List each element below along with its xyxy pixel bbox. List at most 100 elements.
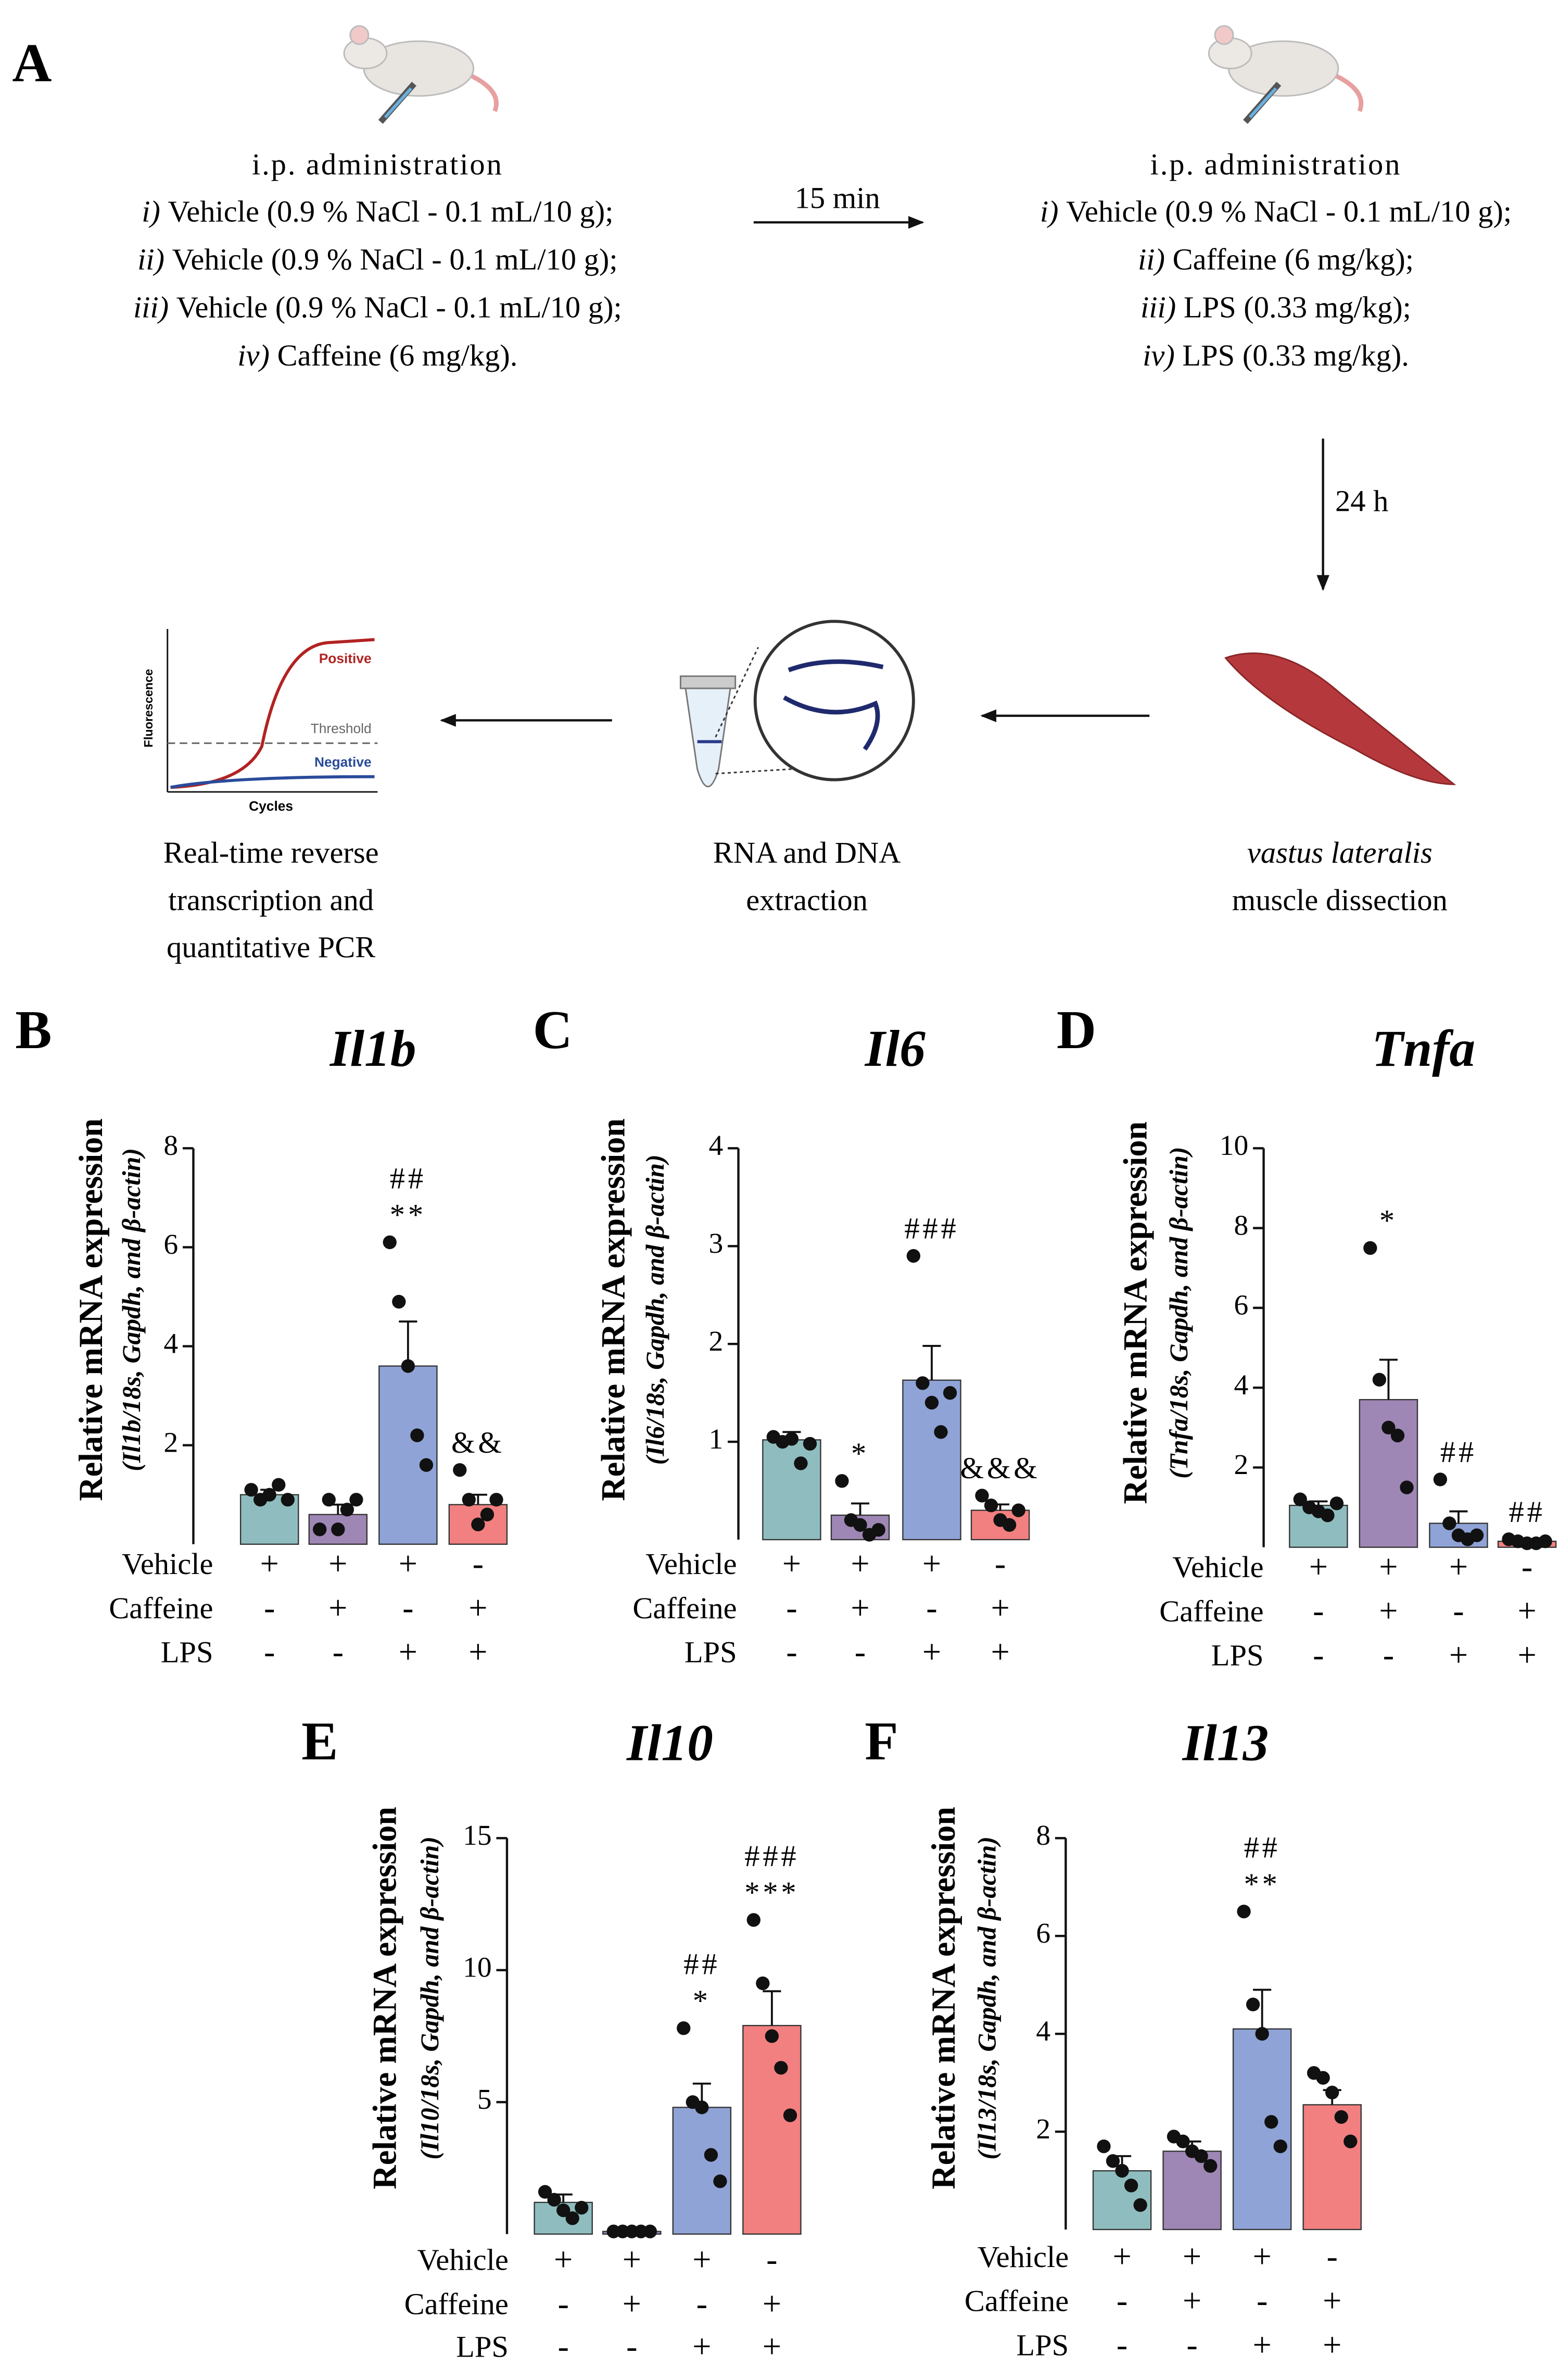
treatment-mark: + (692, 2328, 711, 2365)
treatment-line: i) Vehicle (0.9 % NaCl - 0.1 mL/10 g); (1040, 195, 1512, 229)
treatment-mark: - (626, 2328, 637, 2365)
y-tick-label: 10 (1220, 1129, 1249, 1162)
treatment-name: Vehicle (1172, 1550, 1263, 1584)
step-label: transcription and (168, 883, 374, 917)
treatment-mark: + (399, 1633, 417, 1670)
data-point (713, 2174, 727, 2188)
data-point (695, 2100, 709, 2114)
treatment-mark: + (1379, 1548, 1398, 1585)
data-point (1372, 1372, 1387, 1387)
treatment-mark: + (1309, 1548, 1328, 1585)
data-point (349, 1493, 363, 1507)
data-point (835, 1474, 849, 1488)
y-axis-label: Relative mRNA expression (925, 1807, 962, 2189)
step-label: extraction (746, 883, 868, 917)
data-point (1097, 2139, 1111, 2154)
y-axis-label: Relative mRNA expression (366, 1807, 403, 2189)
data-point (975, 1489, 989, 1503)
treatment-mark: + (468, 1633, 487, 1670)
y-tick-label: 8 (1234, 1209, 1249, 1241)
y-tick-label: 2 (709, 1325, 724, 1357)
treatment-mark: - (855, 1633, 866, 1670)
significance-label: ### (904, 1212, 959, 1245)
data-point (704, 2148, 718, 2162)
interval-label: 15 min (795, 181, 880, 215)
treatment-mark: - (402, 1589, 413, 1626)
treatment-mark: - (1326, 2238, 1337, 2275)
numeral: i) (142, 195, 160, 229)
data-point (556, 2203, 571, 2218)
data-point (765, 2029, 779, 2043)
data-point (383, 1235, 397, 1250)
item-text: Vehicle (0.9 % NaCl - 0.1 mL/10 g); (160, 195, 614, 229)
treatment-mark: - (264, 1633, 275, 1670)
treatment-name: LPS (1211, 1639, 1264, 1672)
data-point (803, 1437, 817, 1451)
treatment-mark: - (557, 2328, 568, 2365)
pcr-threshold: Threshold (311, 721, 372, 736)
data-point (331, 1522, 345, 1537)
item-text: Vehicle (0.9 % NaCl - 0.1 mL/10 g); (169, 291, 622, 324)
muscle-icon (1224, 652, 1456, 785)
y-axis-label: (Tnfa/18s, Gapdh, and β-actin) (1164, 1147, 1193, 1479)
significance-label: * (851, 1437, 869, 1470)
chart-title: Il6 (865, 1019, 926, 1077)
data-point (677, 2021, 691, 2035)
treatment-name: LPS (161, 1635, 213, 1669)
chart-title: Il13 (1182, 1714, 1269, 1772)
data-point (1316, 2071, 1330, 2085)
data-point (1106, 2154, 1120, 2168)
data-point (244, 1483, 258, 1497)
treatment-mark: - (557, 2285, 568, 2322)
data-point (1237, 1905, 1251, 1919)
treatment-mark: + (1449, 1548, 1468, 1585)
treatment-mark: + (1253, 2238, 1272, 2275)
treatment-mark: - (1522, 1548, 1532, 1585)
treatment-name: LPS (456, 2329, 509, 2363)
treatment-mark: + (851, 1545, 869, 1582)
treatment-mark: + (1323, 2326, 1341, 2363)
treatment-mark: + (399, 1545, 417, 1582)
data-point (1264, 2115, 1278, 2129)
treatment-mark: - (333, 1633, 344, 1670)
treatment-line: iv) Caffeine (6 mg/kg). (237, 338, 517, 372)
treatment-mark: - (1186, 2326, 1197, 2363)
significance-label: ## (1244, 1831, 1281, 1865)
data-point (1011, 1503, 1025, 1517)
significance-label: ## (1509, 1495, 1545, 1529)
tube-icon (679, 620, 915, 787)
data-point (1176, 2134, 1190, 2149)
bar (672, 2107, 732, 2235)
data-point (547, 2193, 561, 2207)
item-text: Vehicle (0.9 % NaCl - 0.1 mL/10 g); (164, 243, 618, 276)
numeral: iv) (1143, 338, 1175, 372)
chart-title: Il1b (329, 1019, 416, 1077)
treatment-mark: - (264, 1589, 275, 1626)
significance-label: ## (390, 1161, 426, 1195)
data-point (480, 1507, 495, 1521)
y-tick-label: 4 (163, 1327, 178, 1359)
treatment-name: LPS (1016, 2328, 1069, 2362)
panel-letter: E (301, 1710, 338, 1771)
significance-label: ** (390, 1198, 426, 1232)
data-point (1203, 2159, 1218, 2173)
step-label: quantitative PCR (167, 930, 375, 964)
data-point (392, 1294, 406, 1309)
y-axis-label: Relative mRNA expression (1117, 1122, 1154, 1504)
data-point (565, 2211, 579, 2225)
treatment-mark: - (766, 2241, 777, 2278)
chart-title: Tnfa (1372, 1019, 1475, 1077)
step-label: vastus lateralis (1247, 836, 1433, 870)
significance-label: *** (744, 1875, 799, 1909)
bar (762, 1439, 821, 1541)
y-tick-label: 6 (163, 1228, 178, 1261)
y-tick-label: 4 (1036, 2015, 1050, 2047)
data-point (340, 1503, 354, 1517)
data-point (1381, 1420, 1396, 1434)
step-label: Real-time reverse (163, 836, 379, 870)
pcr-positive: Positive (319, 650, 372, 666)
treatment-name: Caffeine (109, 1591, 213, 1625)
treatment-line: iii) Vehicle (0.9 % NaCl - 0.1 mL/10 g); (133, 291, 622, 324)
y-tick-label: 2 (1234, 1449, 1249, 1481)
step-label: muscle dissection (1232, 883, 1448, 917)
